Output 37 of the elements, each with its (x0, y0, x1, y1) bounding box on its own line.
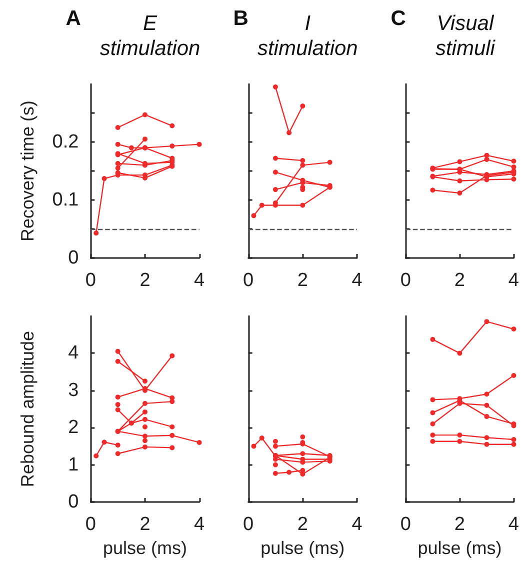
x-tick-label: 4 (194, 270, 206, 291)
x-tick-label: 2 (297, 270, 308, 291)
y-axis-title: Rebound amplitude (18, 330, 38, 488)
x-tick-label: 0 (85, 514, 96, 535)
x-tick-label: 0 (85, 270, 96, 291)
y-tick-label: 2 (68, 417, 79, 438)
x-axis-title: pulse (ms) (418, 538, 502, 558)
text: A (66, 7, 81, 30)
x-tick-label: 2 (140, 514, 150, 535)
x-tick-label: 0 (400, 514, 411, 535)
y-tick-label: 0.1 (52, 190, 79, 210)
x-tick-label: 4 (508, 270, 520, 291)
x-tick-label: 4 (352, 514, 363, 535)
y-tick-label: 0 (68, 492, 79, 512)
chart-title: E stimulation (100, 12, 200, 60)
x-tick-label: 0 (243, 270, 254, 291)
x-tick-label: 4 (194, 514, 206, 535)
x-axis-title: pulse (ms) (102, 538, 188, 558)
x-tick-label: 4 (352, 270, 363, 291)
y-tick-label: 1 (68, 454, 79, 476)
x-tick-label: 2 (454, 514, 465, 535)
x-tick-label: 0 (400, 270, 411, 291)
chart-title: I stimulation (257, 12, 358, 60)
y-tick-label: 0 (68, 248, 79, 268)
x-axis-title: pulse (ms) (260, 538, 345, 558)
x-tick-label: 2 (454, 270, 465, 291)
text: C (390, 7, 406, 30)
x-tick-label: 2 (297, 514, 308, 535)
text: B (233, 7, 248, 30)
y-tick-label: 0.2 (52, 132, 79, 152)
chart-title: Visual stimuli (435, 12, 496, 60)
y-tick-label: 3 (68, 380, 79, 401)
x-tick-label: 2 (140, 270, 150, 291)
x-tick-label: 4 (508, 514, 520, 535)
y-tick-label: 4 (68, 342, 80, 364)
y-axis-title: Recovery time (s) (18, 100, 38, 242)
x-tick-label: 0 (243, 514, 254, 535)
